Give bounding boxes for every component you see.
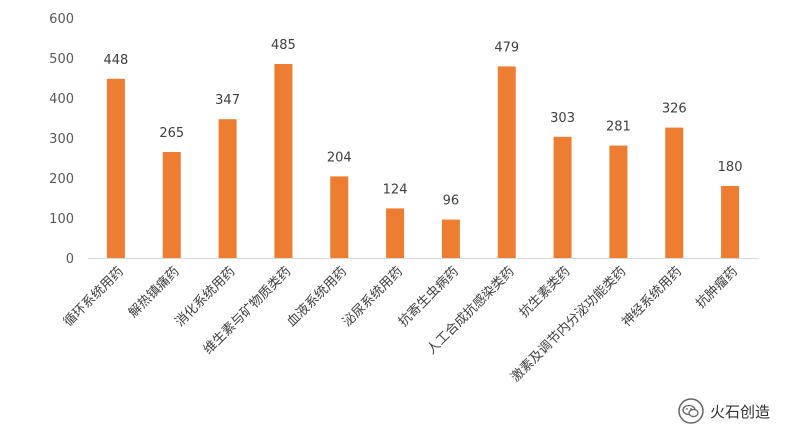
bar [721, 186, 740, 258]
data-label: 124 [383, 182, 408, 197]
bar [274, 64, 293, 258]
bar [162, 152, 181, 258]
y-tick-label: 200 [49, 172, 74, 187]
bar [330, 176, 349, 258]
y-tick-label: 0 [66, 252, 74, 267]
y-tick-label: 600 [49, 12, 74, 27]
data-label: 96 [443, 194, 460, 209]
data-label: 303 [550, 111, 575, 126]
data-label: 281 [606, 120, 631, 135]
y-tick-label: 100 [49, 212, 74, 227]
y-tick-label: 500 [49, 52, 74, 67]
bar [441, 219, 460, 258]
category-label: 神经系统用药 [619, 264, 685, 330]
watermark: 火石创造 [678, 398, 770, 424]
bar [497, 66, 516, 259]
bar [218, 119, 237, 258]
watermark-text: 火石创造 [709, 402, 770, 421]
data-label: 326 [662, 102, 687, 117]
category-label: 抗生素类药 [517, 264, 574, 321]
data-labels-group: 448 265 347 485 204 124 96 479 303 281 326 180 [104, 38, 743, 209]
bar [665, 127, 684, 258]
category-label: 循环系统用药 [61, 264, 127, 330]
data-label: 448 [104, 53, 129, 68]
y-tick-label: 300 [49, 132, 74, 147]
category-label: 激素及调节内分泌功能类药 [508, 264, 630, 386]
bar [386, 208, 405, 258]
bar [609, 145, 628, 258]
bar [553, 136, 572, 258]
bar [106, 78, 125, 258]
y-axis-ticks: 0 100 200 300 400 500 600 [49, 12, 74, 267]
category-labels-group: 循环系统用药 解热镇痛药消化系统用药维生素与矿物质类药血液系统用药泌尿系统用药抗寄… [61, 264, 741, 386]
data-label: 479 [494, 40, 519, 55]
y-tick-label: 400 [49, 92, 74, 107]
data-label: 204 [327, 150, 352, 165]
data-label: 265 [159, 126, 184, 141]
wechat-icon [678, 398, 704, 424]
data-label: 180 [718, 160, 743, 175]
data-label: 485 [271, 38, 296, 53]
data-label: 347 [215, 93, 240, 108]
category-label: 抗肿瘤药 [693, 264, 741, 312]
category-label: 解热镇痛药 [125, 264, 182, 321]
bars-group [106, 64, 740, 259]
